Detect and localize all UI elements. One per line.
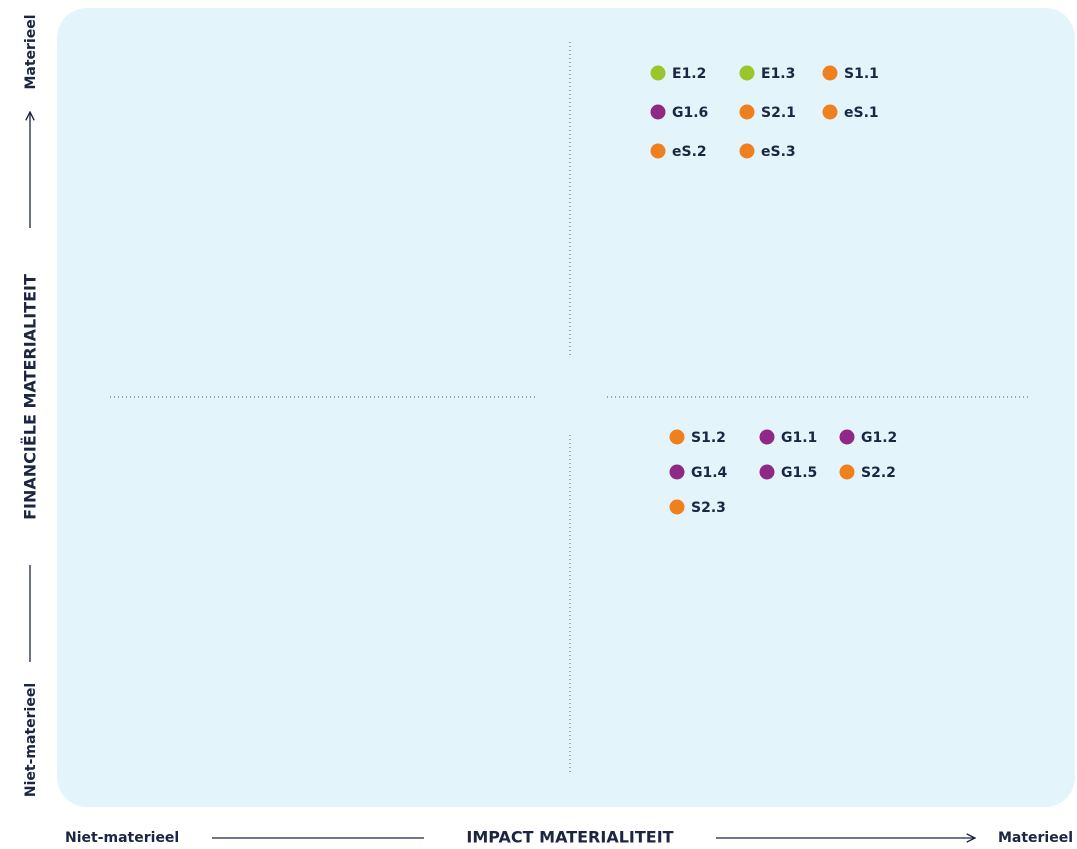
item-dot — [669, 464, 685, 480]
item-label: E1.3 — [761, 66, 795, 82]
item-label: S2.2 — [861, 465, 896, 481]
item-label: G1.6 — [672, 105, 708, 121]
y-axis-high: Materieel — [23, 14, 39, 89]
item-dot — [650, 104, 666, 120]
x-axis-low: Niet-materieel — [65, 830, 179, 846]
item-label: S2.1 — [761, 105, 796, 121]
item-label: G1.2 — [861, 430, 897, 446]
matrix-panel — [57, 8, 1075, 807]
quadrant-dividers — [110, 42, 1030, 773]
item-label: eS.1 — [844, 105, 879, 121]
item-label: G1.1 — [781, 430, 817, 446]
item-dot — [839, 464, 855, 480]
item-dot — [822, 104, 838, 120]
item-dot — [739, 104, 755, 120]
item-dot — [822, 65, 838, 81]
item-dot — [759, 464, 775, 480]
x-axis-high: Materieel — [998, 830, 1073, 846]
x-title-box — [428, 824, 713, 849]
item-dot — [739, 143, 755, 159]
item-label: G1.4 — [691, 465, 728, 481]
item-label: eS.2 — [672, 144, 707, 160]
x-axis-title: IMPACT MATERIALITEIT — [466, 828, 673, 847]
item-dot — [669, 429, 685, 445]
y-axis-title: FINANCIËLE MATERIALITEIT — [21, 274, 40, 520]
item-dot — [839, 429, 855, 445]
item-dot — [759, 429, 775, 445]
item-label: G1.5 — [781, 465, 817, 481]
item-dot — [650, 65, 666, 81]
item-dot — [650, 143, 666, 159]
item-dot — [739, 65, 755, 81]
item-label: eS.3 — [761, 144, 796, 160]
item-dot — [669, 499, 685, 515]
item-label: S1.2 — [691, 430, 726, 446]
items: E1.2 E1.3 S1.1 G1.6 S2.1 eS.1 eS.2 eS.3 S1.2 G1.1… — [650, 65, 897, 516]
item-label: S1.1 — [844, 66, 879, 82]
item-label: E1.2 — [672, 66, 706, 82]
item-label: S2.3 — [691, 500, 726, 516]
y-axis-low: Niet-materieel — [23, 683, 39, 797]
y-title-box — [10, 232, 50, 562]
